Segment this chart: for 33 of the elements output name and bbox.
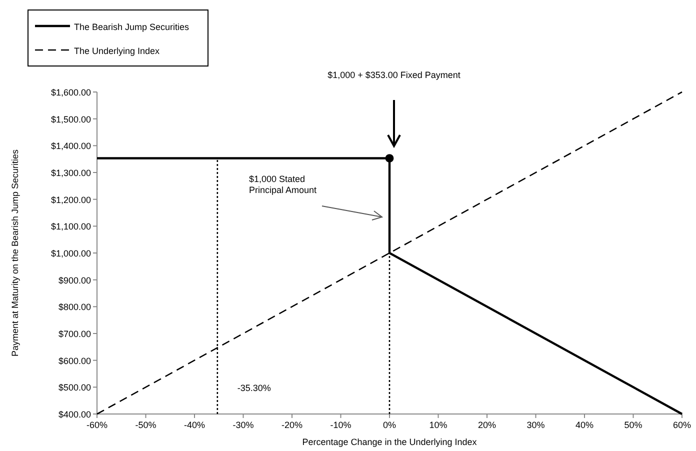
x-tick-label: -20% (281, 420, 303, 430)
x-tick-label: -10% (330, 420, 352, 430)
x-tick-label: 40% (575, 420, 594, 430)
y-tick-label: $1,200.00 (50, 194, 91, 205)
y-tick-label: $1,000.00 (50, 248, 91, 258)
y-tick-label: $1,300.00 (50, 168, 91, 178)
annotation: -35.30% (237, 383, 271, 394)
y-tick-label: $700.00 (58, 329, 91, 339)
x-tick-label: -60% (86, 420, 108, 430)
x-tick-label: 30% (526, 420, 545, 430)
y-axis-title: Payment at Maturity on the Bearish Jump Securities (10, 148, 20, 357)
y-tick-label: $1,500.00 (50, 114, 91, 124)
y-tick-label: $600.00 (58, 356, 91, 366)
y-tick-label: $500.00 (58, 382, 91, 393)
y-tick-label: $400.00 (58, 410, 91, 420)
x-tick-label: 50% (624, 420, 642, 430)
x-tick-label: -30% (232, 420, 254, 430)
y-tick-label: $800.00 (58, 302, 91, 312)
x-axis-title: Percentage Change in the Underlying Index (302, 437, 478, 447)
y-tick-label: $900.00 (58, 275, 91, 286)
x-tick-label: 20% (478, 420, 496, 430)
y-tick-label: $1,600.00 (50, 88, 91, 98)
x-tick-label: -40% (184, 420, 206, 430)
x-tick-label: -50% (135, 420, 156, 430)
y-tick-label: $1,100.00 (50, 222, 91, 232)
annotation: $1,000 Stated Principal Amount (249, 174, 318, 195)
y-tick-label: $1,400.00 (50, 141, 91, 152)
x-tick-label: 0% (382, 420, 396, 430)
x-tick-label: 60% (672, 420, 692, 430)
text: $1,000 + $353.00 Fixed Payment (328, 70, 461, 80)
legend-label: The Bearish Jump Securities (74, 22, 190, 32)
legend-label: The Underlying Index (74, 46, 160, 56)
x-tick-label: 10% (429, 420, 448, 430)
